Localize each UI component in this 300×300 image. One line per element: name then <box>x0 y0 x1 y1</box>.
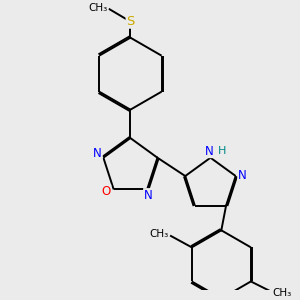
Text: N: N <box>93 147 102 161</box>
Text: S: S <box>126 15 135 28</box>
Text: CH₃: CH₃ <box>88 3 108 13</box>
Text: H: H <box>218 146 226 156</box>
Text: N: N <box>144 189 152 202</box>
Text: CH₃: CH₃ <box>149 229 168 239</box>
Text: O: O <box>101 185 111 198</box>
Text: N: N <box>238 169 247 182</box>
Text: N: N <box>205 145 214 158</box>
Text: CH₃: CH₃ <box>272 288 292 298</box>
